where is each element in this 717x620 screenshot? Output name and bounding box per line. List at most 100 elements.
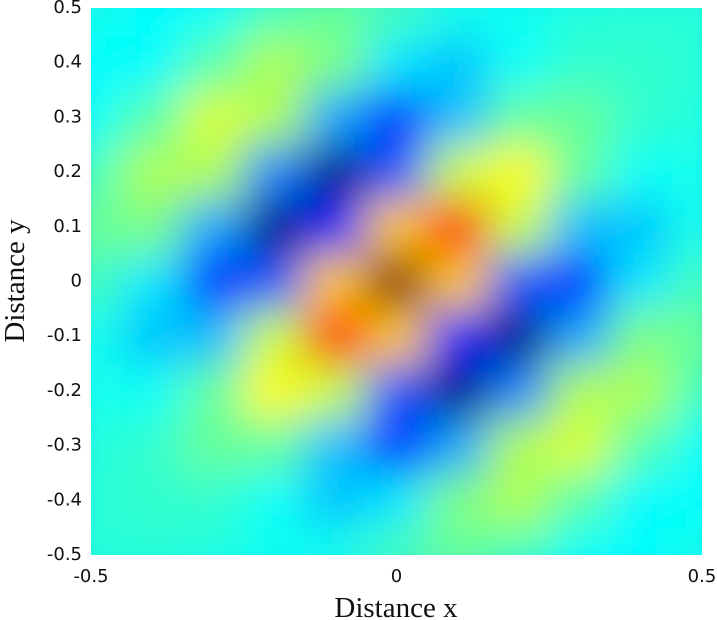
heatmap-cell [426,89,489,146]
heatmap-cell [91,34,123,91]
heatmap-cell [670,308,702,365]
y-tick-label: -0.4 [47,489,82,510]
heatmap-cell [182,527,245,555]
heatmap-cell [243,198,306,255]
heatmap-cell [670,527,702,555]
heatmap-cell [365,89,428,146]
heatmap-cell [304,472,367,529]
x-tick-label: 0.5 [688,566,717,587]
heatmap-cell [426,34,489,91]
heatmap-cell [365,144,428,200]
heatmap-cell [609,198,672,255]
heatmap-cell [487,363,550,419]
y-axis-label: Distance y [0,219,31,343]
heatmap-cell [487,89,550,146]
heatmap-cell [609,89,672,146]
heatmap-cell [670,472,702,529]
heatmap-cell [91,363,123,419]
heatmap-cell [91,8,123,36]
heatmap-cell [609,472,672,529]
heatmap-cell [670,144,702,200]
heatmap-cell [670,8,702,36]
heatmap-cell [121,417,184,474]
heatmap-cell [121,308,184,365]
y-tick-label: 0.5 [53,0,82,18]
heatmap-cell [182,144,245,200]
heatmap-cell [548,527,611,555]
heatmap-cell [548,198,611,255]
heatmap-cell [548,144,611,200]
heatmap-cell [121,8,184,36]
heatmap-cell [243,472,306,529]
heatmap-cell [670,253,702,310]
heatmap-cell [426,417,489,474]
heatmap-cell [426,144,489,200]
heatmap-cell [365,8,428,36]
heatmap-cell [182,308,245,365]
heatmap-cell [670,34,702,91]
heatmap-cell [304,144,367,200]
heatmap-cell [243,363,306,419]
heatmap-cell [243,89,306,146]
y-tick-label: 0.4 [53,52,82,73]
heatmap-cell [121,198,184,255]
x-tick-label: 0 [391,566,402,587]
heatmap-cell [609,308,672,365]
plot-area [91,8,702,555]
heatmap-cell [487,8,550,36]
heatmap-cell [91,198,123,255]
heatmap-cell [426,308,489,365]
heatmap-cell [548,34,611,91]
heatmap-cell [243,527,306,555]
heatmap-cell [243,34,306,91]
heatmap-cell [426,253,489,310]
heatmap-cell [487,34,550,91]
heatmap-cell [670,363,702,419]
heatmap-cell [182,8,245,36]
heatmap-cell [365,308,428,365]
heatmap-cell [426,363,489,419]
heatmap-cell [243,144,306,200]
heatmap-cell [487,472,550,529]
heatmap-cell [182,34,245,91]
heatmap-cell [487,253,550,310]
heatmap-cell [91,89,123,146]
heatmap-cell [426,472,489,529]
heatmap-cell [304,417,367,474]
heatmap-cell [91,308,123,365]
heatmap-cell [243,8,306,36]
heatmap-cell [182,417,245,474]
heatmap-cell [243,308,306,365]
heatmap-cell [426,198,489,255]
heatmap-cell [182,198,245,255]
heatmap-cell [548,89,611,146]
heatmap-cell [609,34,672,91]
heatmap-cell [304,8,367,36]
heatmap-cell [548,363,611,419]
heatmap-cell [426,8,489,36]
heatmap-cell [121,89,184,146]
heatmap-cell [609,253,672,310]
y-tick-label: -0.1 [47,325,82,346]
heatmap-cell [670,417,702,474]
heatmap-cell [121,34,184,91]
heatmap-cell [121,472,184,529]
y-tick-label: 0.3 [53,106,82,127]
y-tick-label: -0.2 [47,380,82,401]
y-tick-label: -0.5 [47,544,82,565]
heatmap-cell [365,363,428,419]
heatmap-cell [91,144,123,200]
heatmap-cell [243,253,306,310]
y-tick-label: -0.3 [47,435,82,456]
heatmap-cell [548,308,611,365]
heatmap-cell [487,308,550,365]
heatmap-cell [304,34,367,91]
heatmap-cell [548,253,611,310]
heatmap-cell [304,308,367,365]
heatmap-cell [121,527,184,555]
heatmap-cell [609,144,672,200]
heatmap-cell [487,527,550,555]
heatmap-cell [121,363,184,419]
